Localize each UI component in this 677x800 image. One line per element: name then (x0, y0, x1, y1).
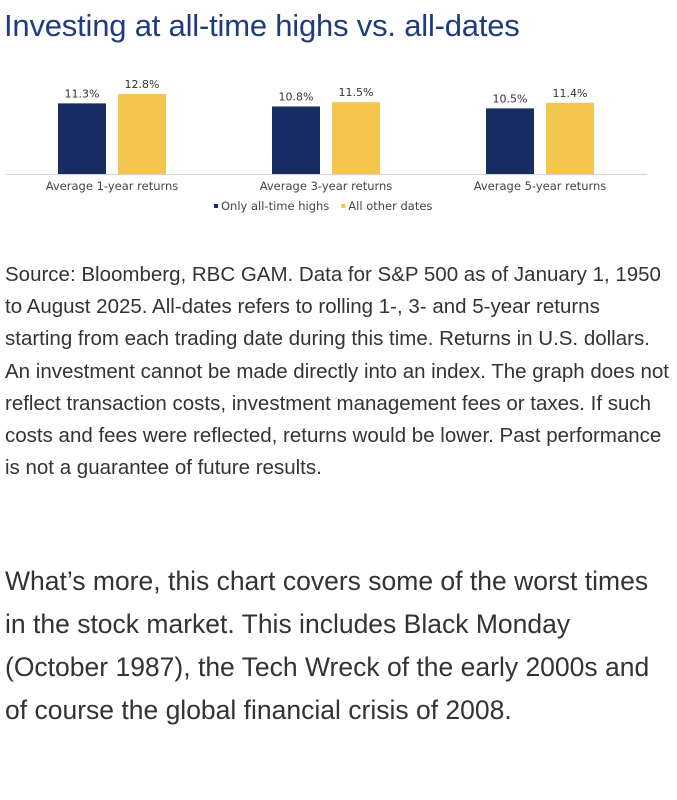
data-label: 11.5% (339, 86, 374, 99)
category-label: Average 3-year returns (260, 179, 393, 193)
source-note: Source: Bloomberg, RBC GAM. Data for S&P… (5, 263, 670, 480)
bar-all-time-highs-3 (486, 108, 534, 174)
legend-label: Only all-time highs (221, 199, 329, 213)
bar-all-time-highs-1 (58, 103, 106, 174)
body-paragraph: What’s more, this chart covers some of t… (5, 566, 650, 725)
page-title: Investing at all-time highs vs. all-date… (4, 8, 520, 43)
bar-other-dates-3 (546, 102, 594, 174)
legend-label: All other dates (348, 199, 432, 213)
category-label: Average 1-year returns (46, 179, 179, 193)
legend-swatch (341, 204, 346, 208)
data-label: 11.4% (553, 87, 588, 100)
category-label: Average 5-year returns (474, 179, 607, 193)
data-label: 10.5% (493, 92, 528, 105)
legend-swatch (214, 204, 218, 208)
bar-all-time-highs-2 (272, 106, 320, 174)
bar-chart: 11.3% 12.8% Average 1-year returns 10.8% 11.… (6, 78, 647, 213)
data-label: 11.3% (65, 87, 100, 100)
data-label: 10.8% (279, 91, 314, 104)
bar-other-dates-2 (332, 102, 380, 174)
bar-other-dates-1 (118, 94, 166, 174)
data-label: 12.8% (125, 78, 160, 91)
